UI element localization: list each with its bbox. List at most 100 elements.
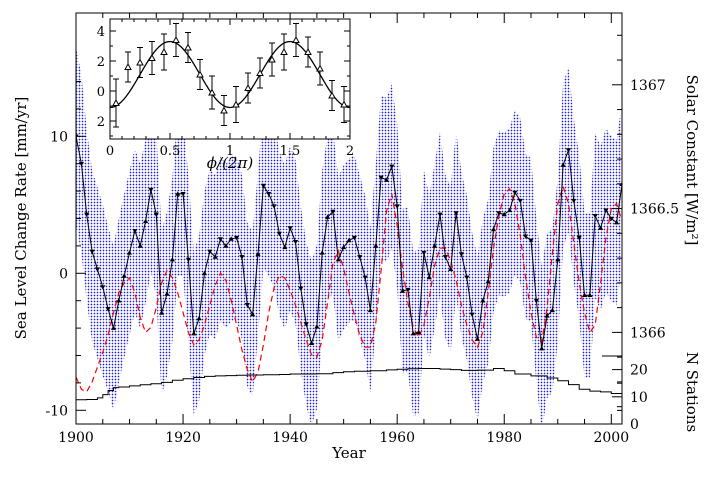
sea-level-point: [581, 292, 588, 297]
sea-level-point: [362, 275, 368, 280]
sea-level-point: [549, 307, 555, 313]
sea-level-point: [405, 287, 411, 293]
sea-level-point: [528, 238, 534, 243]
sea-level-point: [239, 255, 245, 260]
sea-level-point: [121, 273, 127, 278]
x-tick-label: 1980: [486, 430, 522, 446]
inset-x-tick-label: 1: [226, 144, 234, 159]
y3-tick-label: 20: [630, 363, 648, 379]
sea-level-point: [469, 312, 475, 317]
inset-point: [304, 47, 312, 55]
sea-level-point: [458, 252, 464, 257]
y3-tick-label: 0: [630, 417, 639, 433]
y3-axis-title: N Stations: [683, 352, 701, 432]
inset-x-tick-label: 0.5: [160, 144, 181, 159]
sea-level-point: [399, 288, 406, 293]
sea-level-point: [490, 226, 497, 232]
sea-level-point: [432, 243, 438, 248]
sea-level-point: [512, 190, 518, 196]
sea-level-point: [565, 148, 572, 153]
y-tick-label: 0: [59, 266, 68, 282]
inset-point: [340, 100, 348, 108]
inset-y-tick-label: 0: [97, 85, 105, 100]
sea-level-point: [464, 275, 470, 280]
sea-level-point: [330, 209, 336, 215]
n-stations-line: [76, 368, 622, 401]
y2-axis-title: Solar Constant [W/m²]: [683, 75, 701, 246]
sea-level-layer: [76, 134, 622, 351]
sea-level-point: [555, 257, 561, 262]
sea-level-point: [244, 303, 250, 308]
inset-point: [220, 106, 228, 114]
sea-level-point: [378, 175, 384, 180]
sea-level-point: [137, 243, 143, 248]
sea-level-point: [410, 331, 416, 336]
sea-level-point: [185, 257, 191, 263]
sea-level-point: [292, 240, 299, 245]
sea-level-point: [351, 235, 357, 241]
sea-level-point: [373, 243, 379, 248]
sea-level-point: [126, 250, 133, 255]
sea-level-point: [560, 162, 566, 167]
sea-level-point: [507, 207, 513, 213]
uncertainty-band-layer: [76, 47, 622, 424]
sea-level-point: [255, 251, 261, 256]
y2-tick-label: 1367: [630, 78, 666, 94]
sea-level-point: [212, 254, 218, 259]
sea-level-point: [78, 161, 84, 167]
inset-point: [268, 55, 276, 63]
inset-point: [136, 58, 144, 66]
inset-y-tick-label: 2: [97, 55, 105, 70]
sea-level-point: [539, 346, 545, 351]
sea-level-point: [614, 220, 620, 225]
sea-level-point: [105, 307, 111, 312]
sea-level-point: [180, 192, 186, 197]
sea-level-point: [325, 214, 331, 219]
sea-level-point: [250, 311, 256, 317]
sea-level-point: [159, 310, 165, 315]
x-tick-label: 1920: [165, 430, 201, 446]
axes-layer: 1900 1920 1940 1960 1980 2000-1001013661366.5…: [45, 13, 679, 446]
sea-level-point: [132, 229, 138, 234]
sea-level-point: [164, 291, 170, 296]
inset-background: [109, 18, 351, 140]
y-tick-label: -10: [45, 403, 68, 419]
sea-level-point: [533, 298, 539, 304]
inset-point: [256, 68, 264, 76]
solar-constant-line: [76, 184, 622, 393]
solar-constant-layer: [76, 184, 622, 393]
inset-x-tick-label: 2: [346, 144, 354, 159]
sea-level-point: [576, 235, 582, 241]
sea-level-point: [276, 231, 282, 237]
sea-level-point: [426, 274, 432, 280]
sea-level-point: [367, 307, 373, 313]
sea-level-point: [148, 187, 154, 193]
sea-level-point: [298, 286, 304, 291]
sea-level-point: [271, 204, 277, 209]
sea-level-point: [485, 278, 491, 284]
sea-level-point: [223, 243, 229, 248]
sea-level-point: [116, 298, 122, 303]
sea-level-point: [94, 267, 100, 272]
inset-point: [328, 91, 336, 99]
inset-x-axis-title: ϕ/(2π): [207, 154, 254, 172]
sea-level-point: [201, 270, 208, 276]
uncertainty-band: [76, 47, 622, 424]
sea-level-point: [501, 211, 507, 217]
inset-point: [244, 83, 252, 91]
y2-tick-label: 1366: [630, 325, 666, 341]
sea-level-point: [228, 236, 234, 241]
sea-level-point: [603, 208, 609, 213]
sea-level-point: [196, 315, 202, 321]
x-axis-title: Year: [331, 444, 366, 462]
sea-level-point: [84, 212, 90, 217]
x-tick-label: 2000: [593, 430, 629, 446]
inset-point: [172, 35, 180, 43]
sea-level-point: [346, 237, 352, 243]
inset-y-tick-label: 2: [97, 115, 105, 130]
inset-data-layer: [109, 23, 351, 128]
x-tick-label: 1900: [58, 430, 94, 446]
